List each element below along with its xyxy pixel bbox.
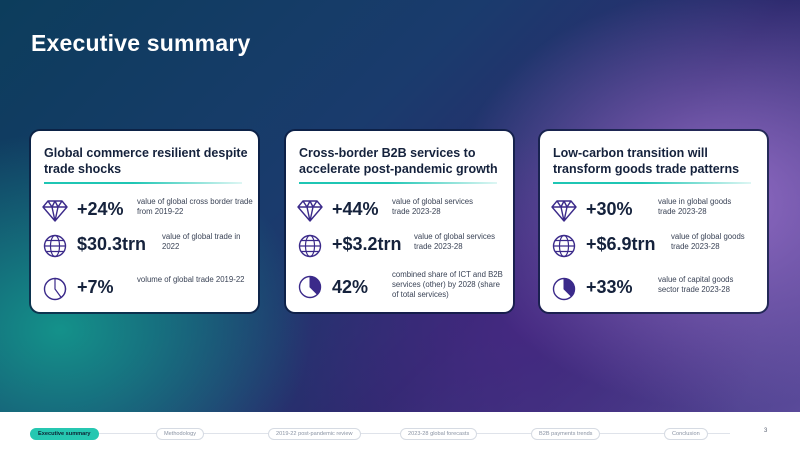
pie-icon <box>298 275 322 299</box>
metric-row: +33% value of capital goods sector trade… <box>551 272 761 306</box>
metric-value: +$6.9trn <box>586 234 656 254</box>
metric-description: value of global goods trade 2023-28 <box>671 232 745 251</box>
nav-item-post-pandemic-review[interactable]: 2019-22 post-pandemic review <box>268 428 361 440</box>
metric-description: value of global services trade 2023-28 <box>414 232 496 251</box>
metric-value: $30.3trn <box>77 234 147 254</box>
summary-card-global-commerce: Global commerce resilient despite trade … <box>31 131 258 312</box>
pie-icon <box>552 277 576 301</box>
summary-card-low-carbon: Low-carbon transition will transform goo… <box>540 131 767 312</box>
metric-description: value of global trade in 2022 <box>162 232 241 251</box>
metric-description: value of capital goods sector trade 2023… <box>658 275 734 294</box>
metric-value: +$3.2trn <box>332 234 402 254</box>
diamond-icon <box>551 200 577 222</box>
nav-item-b2b-payments-trends[interactable]: B2B payments trends <box>531 428 601 440</box>
card-heading: Global commerce resilient despite trade … <box>44 146 248 176</box>
card-heading: Low-carbon transition will transform goo… <box>553 146 740 176</box>
metric-value: +33% <box>586 277 633 297</box>
metric-description: value in global goods trade 2023-28 <box>658 197 732 216</box>
metric-description: value of global services trade 2023-28 <box>392 197 474 216</box>
card-divider <box>299 182 497 184</box>
nav-item-conclusion[interactable]: Conclusion <box>664 428 708 440</box>
metric-description: combined share of ICT and B2B services (… <box>392 270 503 299</box>
metric-row: +44% value of global services trade 2023… <box>297 194 507 228</box>
metric-value: +44% <box>332 199 379 219</box>
card-divider <box>553 182 751 184</box>
page-number: 3 <box>764 428 768 434</box>
nav-item-executive-summary[interactable]: Executive summary <box>30 428 99 440</box>
nav-item-methodology[interactable]: Methodology <box>156 428 205 440</box>
pie-icon <box>43 277 67 301</box>
card-heading: Cross-border B2B services to accelerate … <box>299 146 498 176</box>
metric-value: +30% <box>586 199 633 219</box>
diamond-icon <box>297 200 323 222</box>
globe-icon <box>298 234 322 258</box>
metric-row: +7% volume of global trade 2019-22 <box>42 272 252 306</box>
metric-description: volume of global trade 2019-22 <box>137 275 245 284</box>
slide-title: Executive summary <box>31 30 251 56</box>
metric-row: +$6.9trn value of global goods trade 202… <box>551 229 761 263</box>
footer-navigation: Executive summary Methodology 2019-22 po… <box>0 412 800 450</box>
metric-description: value of global cross border trade from … <box>137 197 253 216</box>
metric-row: 42% combined share of ICT and B2B servic… <box>297 270 507 304</box>
metric-row: +$3.2trn value of global services trade … <box>297 229 507 263</box>
metric-value: 42% <box>332 277 369 297</box>
metric-row: $30.3trn value of global trade in 2022 <box>42 229 252 263</box>
metric-value: +24% <box>77 199 124 219</box>
summary-card-b2b-services: Cross-border B2B services to accelerate … <box>286 131 513 312</box>
nav-item-global-forecasts[interactable]: 2023-28 global forecasts <box>400 428 478 440</box>
metric-row: +24% value of global cross border trade … <box>42 194 253 228</box>
slide-background: Executive summary Global commerce resili… <box>0 0 800 412</box>
diamond-icon <box>42 200 68 222</box>
nav-track-line <box>30 433 730 434</box>
metric-value: +7% <box>77 277 114 297</box>
globe-icon <box>43 234 67 258</box>
globe-icon <box>552 234 576 258</box>
card-divider <box>44 182 242 184</box>
metric-row: +30% value in global goods trade 2023-28 <box>551 194 761 228</box>
